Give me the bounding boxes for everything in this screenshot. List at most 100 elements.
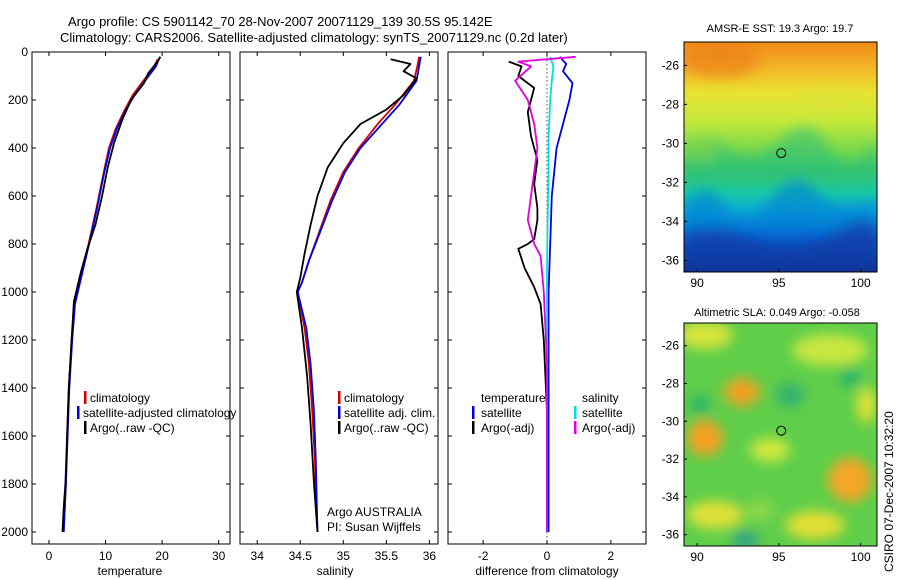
salinity-legend-climatology: climatology (344, 391, 404, 405)
x-tick-label: 35 (337, 549, 351, 563)
credit-pi: PI: Susan Wijffels (327, 520, 421, 534)
x-tick-label: 2 (608, 549, 615, 563)
sla-map-panel: Altimetric SLA: 0.049 Argo: -0.058 (662, 307, 878, 564)
temperature-y-ticks: 0 200 400 600 800 1000 1200 1400 1600 1800 2000 (1, 45, 230, 539)
argo-float-marker (776, 148, 787, 159)
legend-temperature-satellite: satellite (481, 406, 522, 420)
salinity-legend-satellite-adj: satellite adj. clim. (344, 406, 435, 420)
difference-lines (508, 55, 576, 532)
sla-map-title: Altimetric SLA: 0.049 Argo: -0.058 (694, 307, 860, 319)
temperature-lines (61, 56, 162, 533)
sla-map-lat-ticks: -26 -28 -30 -32 -34 -36 (662, 339, 687, 542)
legend-swatch-temperature-argo (472, 421, 475, 434)
salinity-panel: 34 34.5 35 35.5 36 salinity climatology sate… (239, 51, 439, 578)
lat-tick-label: -26 (662, 58, 680, 72)
salinity-x-label: salinity (317, 564, 354, 578)
temperature-panel: 0 200 400 600 800 1000 1200 1400 1600 1800 2000 0 1… (1, 45, 236, 578)
legend-swatch-climatology (84, 391, 87, 404)
legend-swatch-argo (84, 421, 87, 434)
legend-swatch-temperature-satellite (472, 406, 475, 419)
salinity-x-ticks: 34 34.5 35 35.5 36 (251, 52, 437, 563)
y-tick-label: 400 (8, 141, 28, 155)
lat-tick-label: -32 (662, 452, 680, 466)
series-line-argo-raw-qc- (61, 56, 162, 533)
lon-tick-label: 95 (772, 276, 786, 290)
lon-tick-label: 95 (772, 550, 786, 564)
sst-map-lon-ticks: 90 95 100 (690, 269, 871, 290)
lon-tick-label: 90 (690, 550, 704, 564)
y-tick-label: 800 (8, 237, 28, 251)
legend-swatch-salinity-satellite (574, 406, 577, 419)
lat-tick-label: -34 (662, 490, 680, 504)
x-tick-label: 10 (99, 549, 113, 563)
figure-title-line2: Climatology: CARS2006. Satellite-adjuste… (60, 30, 568, 45)
salinity-y-ticks (240, 51, 438, 533)
legend-swatch-climatology (338, 391, 341, 404)
x-tick-label: 36 (423, 549, 437, 563)
csiro-timestamp: CSIRO 07-Dec-2007 10:32:20 (882, 411, 896, 572)
y-tick-label: 1200 (1, 333, 28, 347)
series-line-temperature-argo-adj- (508, 60, 548, 532)
legend-swatch-satellite-adjusted (77, 406, 80, 419)
sst-map-title: AMSR-E SST: 19.3 Argo: 19.7 (707, 23, 854, 35)
y-tick-label: 200 (8, 93, 28, 107)
x-tick-label: 20 (155, 549, 169, 563)
temperature-legend: climatology satellite-adjusted climatolo… (77, 391, 236, 435)
x-tick-label: 0 (46, 549, 53, 563)
sst-map-frame (683, 41, 878, 273)
legend-temperature-argo: Argo(-adj) (481, 421, 534, 435)
lon-tick-label: 100 (851, 550, 871, 564)
credit-institution: Argo AUSTRALIA (327, 505, 422, 519)
legend-swatch-salinity-argo (574, 421, 577, 434)
legend-salinity-satellite: satellite (582, 406, 623, 420)
lat-tick-label: -32 (662, 175, 680, 189)
difference-x-label: difference from climatology (475, 564, 618, 578)
y-tick-label: 1000 (1, 285, 28, 299)
legend-group-salinity-title: salinity (582, 391, 619, 405)
lon-tick-label: 100 (851, 276, 871, 290)
lat-tick-label: -26 (662, 339, 680, 353)
temperature-legend-climatology: climatology (90, 391, 150, 405)
series-line-argo-raw-qc- (295, 58, 418, 533)
y-tick-label: 2000 (1, 525, 28, 539)
y-tick-label: 0 (21, 45, 28, 59)
sla-map-lon-ticks: 90 95 100 (690, 543, 871, 564)
sst-map-panel: AMSR-E SST: 19.3 Argo: 19.7 -26 -28 -30 -32… (662, 23, 878, 290)
figure-title-line1: Argo profile: CS 5901142_70 28-Nov-2007 … (68, 14, 493, 29)
sst-heatmap (684, 42, 877, 272)
y-tick-label: 1400 (1, 381, 28, 395)
lat-tick-label: -34 (662, 214, 680, 228)
lat-tick-label: -36 (662, 253, 680, 267)
sla-heatmap (684, 323, 877, 546)
difference-y-ticks (448, 51, 646, 533)
lat-tick-label: -28 (662, 376, 680, 390)
sst-map-lat-ticks: -26 -28 -30 -32 -34 -36 (662, 58, 687, 267)
x-tick-label: 0 (544, 549, 551, 563)
lat-tick-label: -28 (662, 97, 680, 111)
lat-tick-label: -30 (662, 136, 680, 150)
x-tick-label: 34 (251, 549, 265, 563)
temperature-x-ticks: 0 10 20 30 (46, 52, 226, 563)
legend-group-temperature-title: temperature (481, 391, 546, 405)
temperature-legend-satellite-adjusted: satellite-adjusted climatology (83, 406, 236, 420)
temperature-x-label: temperature (98, 564, 163, 578)
difference-panel: -2 0 2 difference from climatology tempera… (447, 51, 647, 578)
temperature-axes-frame (31, 51, 231, 545)
series-line-salinity-argo-adj- (514, 55, 576, 532)
y-tick-label: 1600 (1, 429, 28, 443)
legend-salinity-argo: Argo(-adj) (582, 421, 635, 435)
legend-swatch-argo (338, 421, 341, 434)
series-line-satellite-adj-clim- (296, 56, 422, 533)
temperature-legend-argo: Argo(..raw -QC) (90, 421, 175, 435)
sst-field-features (684, 42, 877, 272)
lat-tick-label: -36 (662, 528, 680, 542)
difference-x-ticks: -2 0 2 (478, 52, 615, 563)
salinity-legend-argo: Argo(..raw -QC) (344, 421, 429, 435)
y-tick-label: 600 (8, 189, 28, 203)
x-tick-label: 35.5 (375, 549, 399, 563)
difference-legend: temperature satellite Argo(-adj) salinit… (472, 391, 635, 435)
lon-tick-label: 90 (690, 276, 704, 290)
lat-tick-label: -30 (662, 414, 680, 428)
x-tick-label: 34.5 (289, 549, 313, 563)
